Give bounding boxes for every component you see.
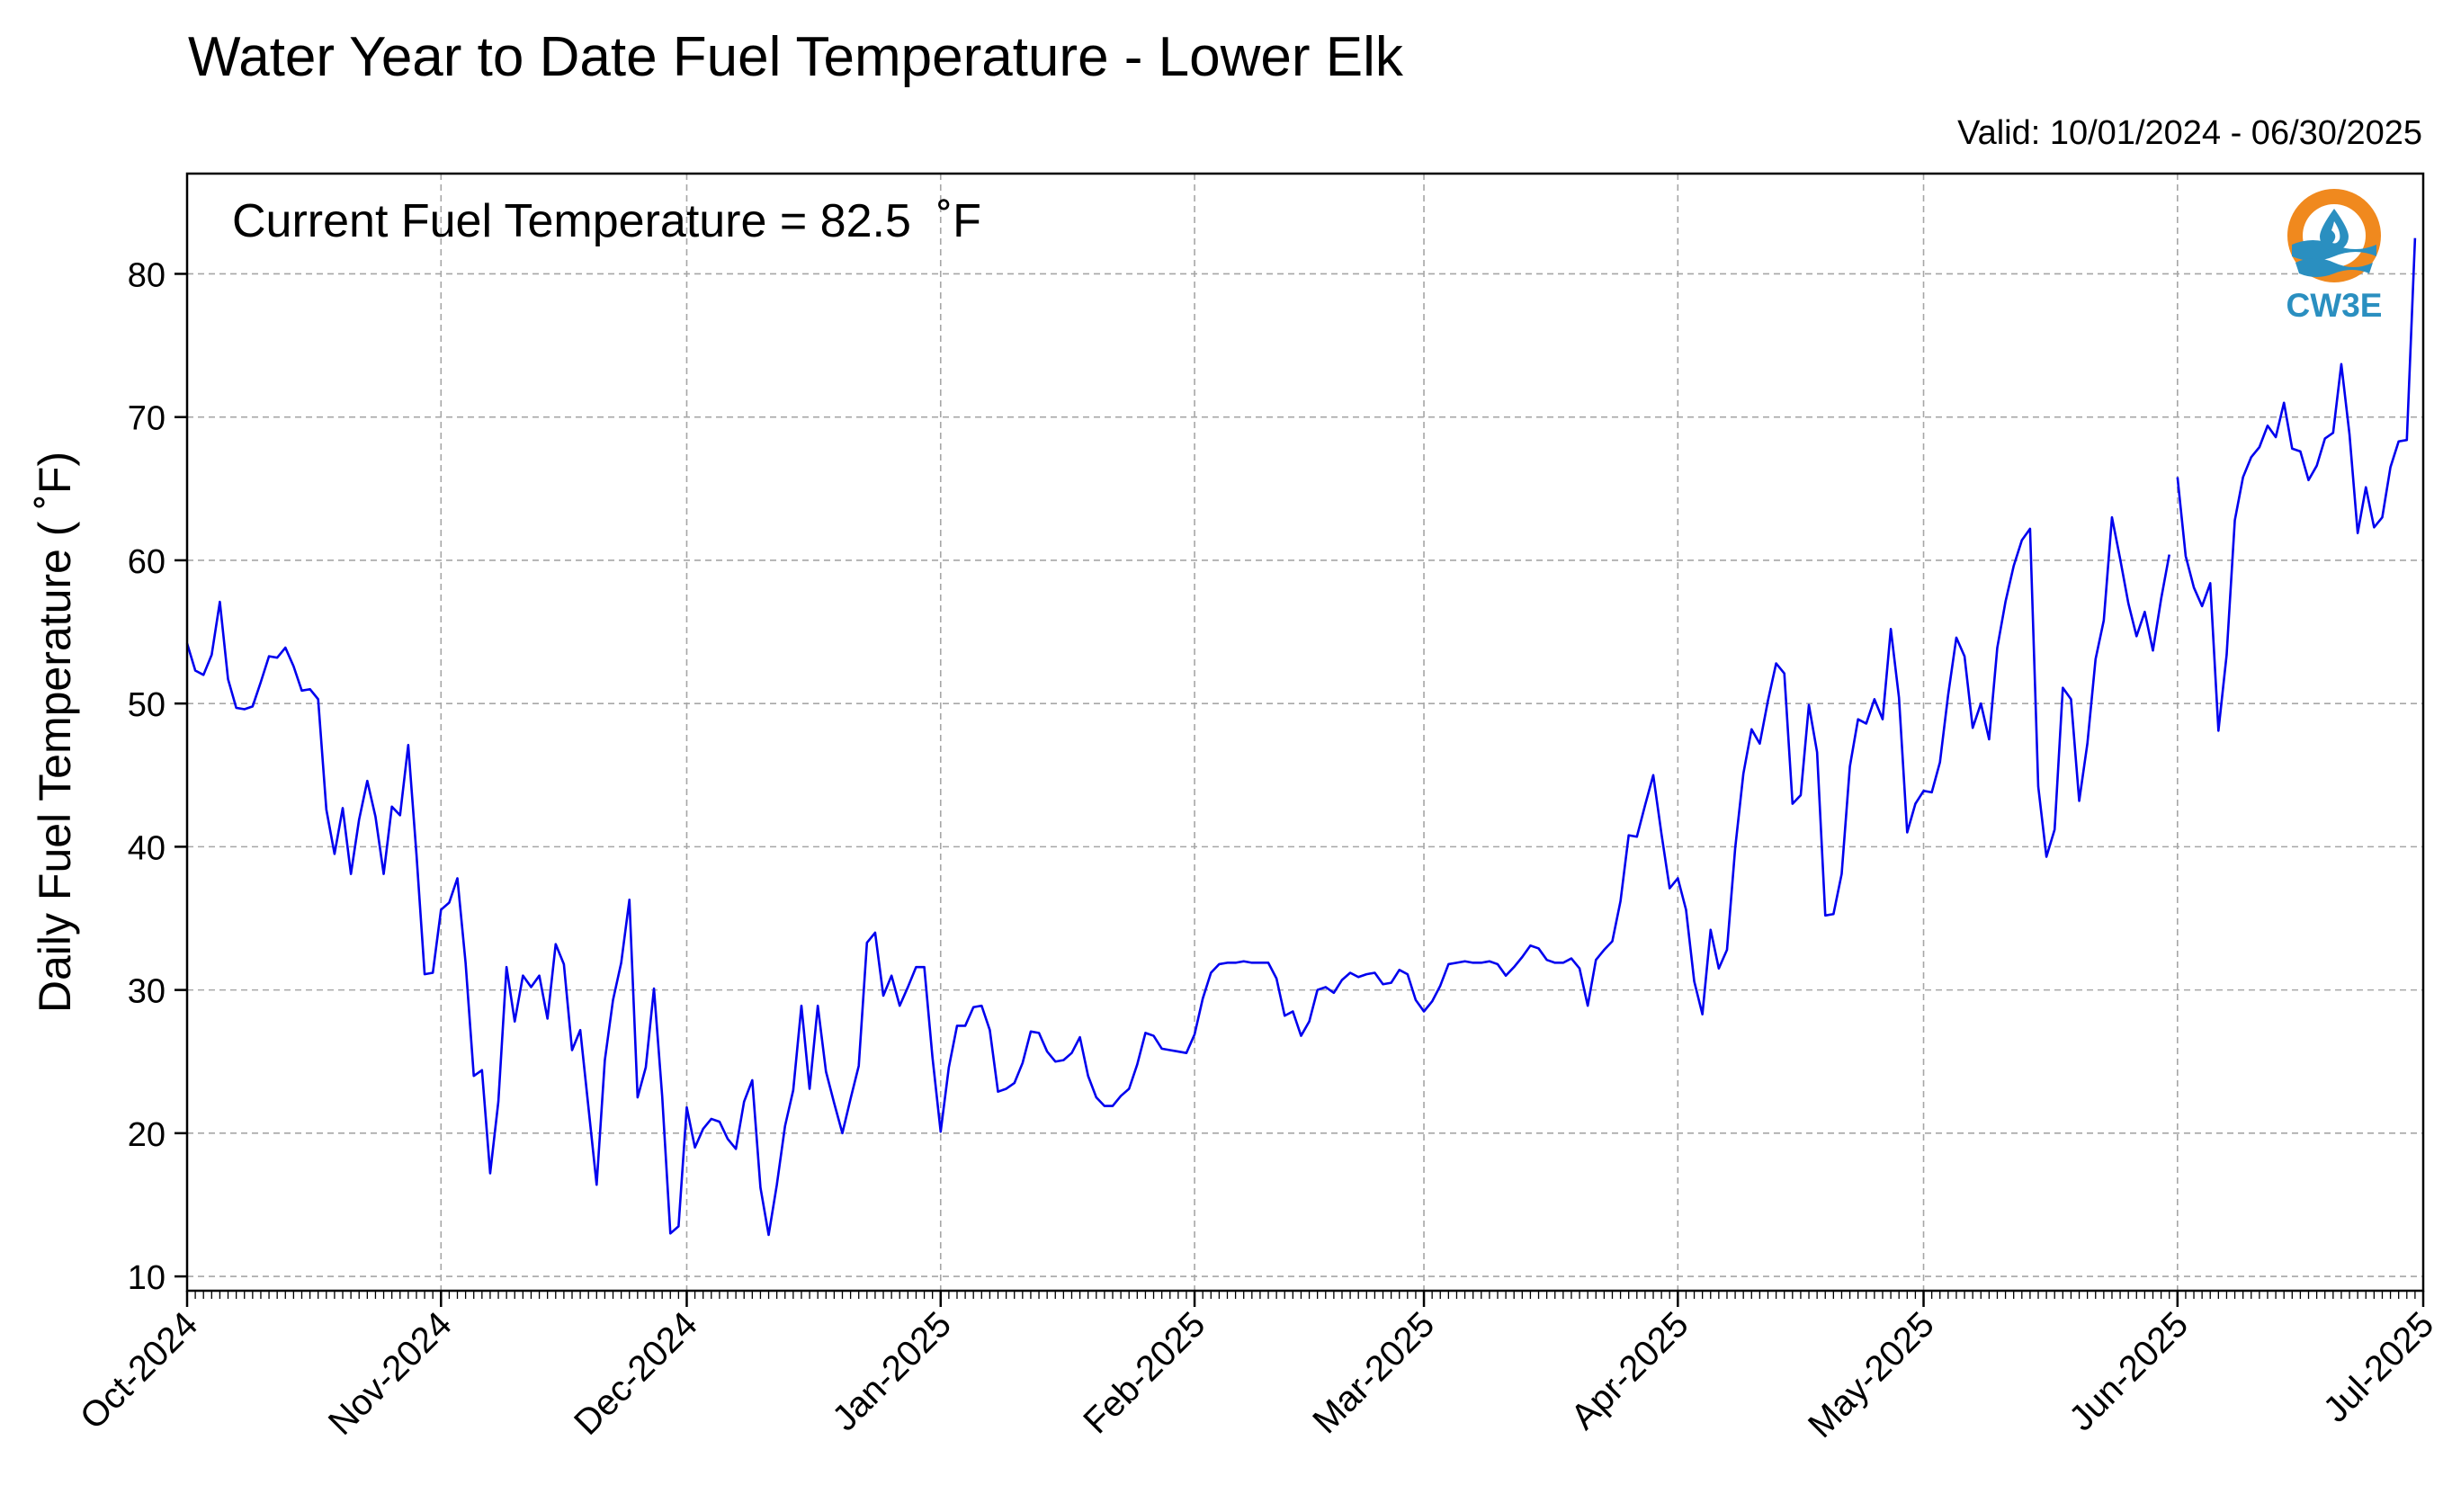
flame-icon <box>2331 221 2340 244</box>
x-tick-label: Nov-2024 <box>321 1304 460 1443</box>
series-line-segment <box>185 515 2170 1237</box>
y-tick-label: 50 <box>128 686 166 724</box>
cw3e-logo: CW3E <box>2286 189 2383 324</box>
current-temperature-annotation: Current Fuel Temperature = 82.5 ˚F <box>232 195 981 247</box>
x-axis-ticks: Oct-2024 Nov-2024 Dec-2024 Jan-2025 Feb-2025… <box>73 1291 2441 1445</box>
chart-title: Water Year to Date Fuel Temperature - Lo… <box>188 26 1404 88</box>
x-tick-label: Jan-2025 <box>825 1304 959 1438</box>
x-tick-label: May-2025 <box>1801 1304 1942 1445</box>
y-tick-label: 40 <box>128 829 166 867</box>
x-minor-ticks <box>186 1291 2424 1299</box>
y-tick-label: 20 <box>128 1116 166 1154</box>
plot-frame <box>185 172 2425 1293</box>
y-tick-label: 70 <box>128 400 166 438</box>
x-tick-label: Jul-2025 <box>2316 1304 2442 1430</box>
y-tick-label: 10 <box>128 1259 166 1297</box>
logo-text: CW3E <box>2286 287 2383 324</box>
x-tick-label: Feb-2025 <box>1076 1304 1213 1441</box>
x-tick-label: Dec-2024 <box>567 1304 705 1443</box>
y-tick-label: 60 <box>128 543 166 581</box>
x-tick-label: Oct-2024 <box>73 1304 205 1436</box>
y-tick-label: 80 <box>128 256 166 294</box>
y-axis-ticks: 10 20 30 40 50 60 70 80 <box>128 256 187 1297</box>
x-tick-label: Apr-2025 <box>1563 1304 1696 1436</box>
x-tick-label: Jun-2025 <box>2062 1304 2196 1438</box>
x-tick-label: Mar-2025 <box>1305 1304 1442 1441</box>
series-line-segment <box>2176 237 2417 732</box>
logo-wave-bottom <box>2295 258 2373 277</box>
y-tick-label: 30 <box>128 973 166 1011</box>
fuel-temperature-series <box>185 237 2417 1237</box>
y-axis-label: Daily Fuel Temperature ( ˚F) <box>30 452 80 1013</box>
valid-range-label: Valid: 10/01/2024 - 06/30/2025 <box>1957 114 2422 152</box>
